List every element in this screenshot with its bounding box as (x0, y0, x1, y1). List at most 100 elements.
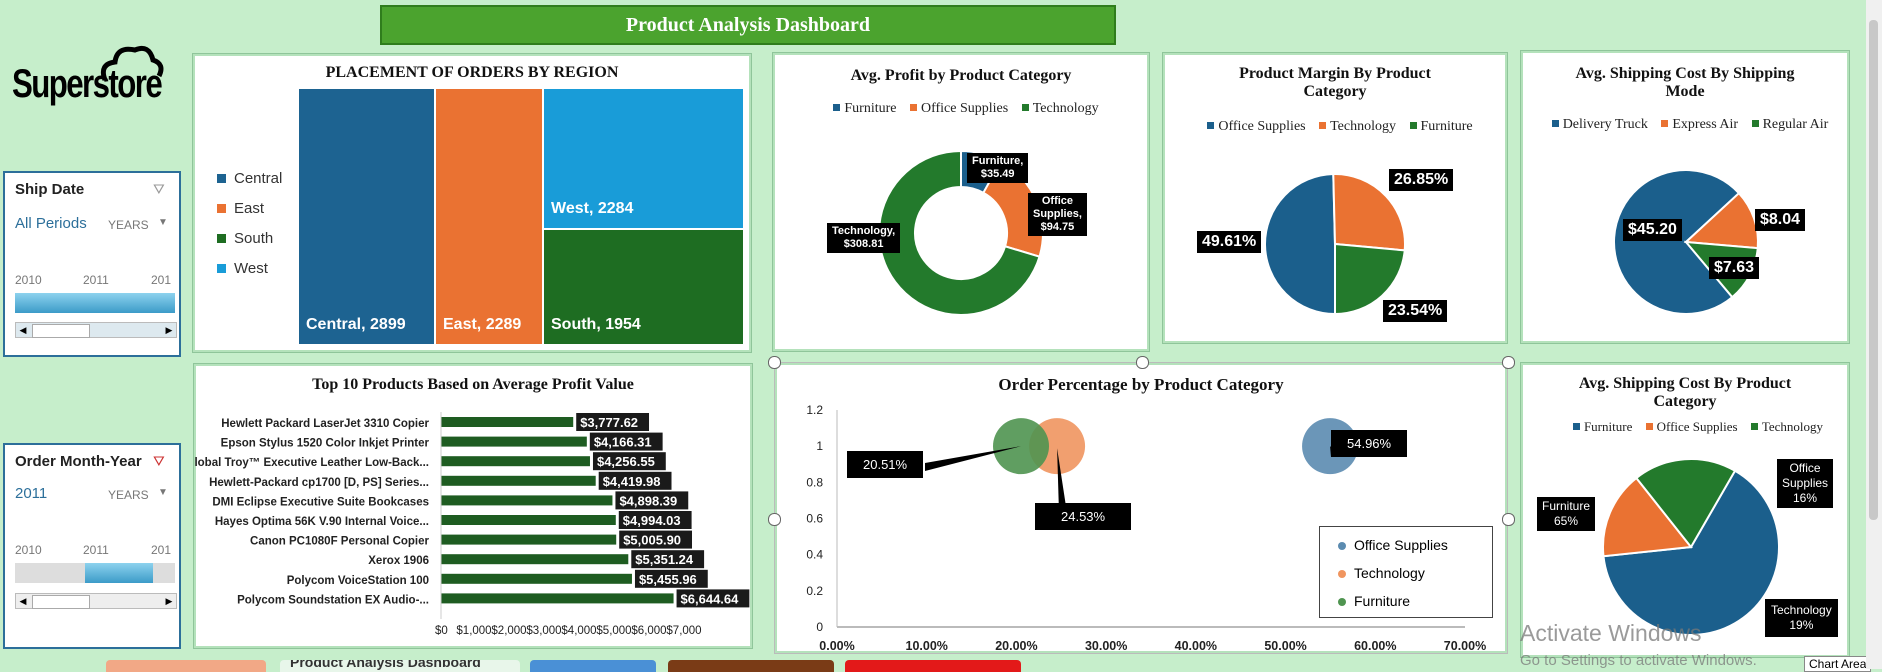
scroll-right-icon[interactable]: ▶ (165, 596, 173, 606)
x-tick-label: $2,000 (491, 625, 526, 637)
time-level-dropdown[interactable]: YEARS (108, 218, 149, 232)
product-margin-pie-chart[interactable]: Product Margin By Product Category Office… (1162, 52, 1508, 344)
resize-handle[interactable] (1502, 356, 1515, 369)
chevron-down-icon[interactable]: ▼ (158, 487, 168, 498)
legend-item: South (217, 224, 282, 254)
pie-slice-office-supplies[interactable] (1602, 476, 1693, 558)
legend-item: Office Supplies (1338, 531, 1492, 559)
timeline-bar[interactable] (15, 563, 175, 583)
category-label: Hayes Optima 56K V.90 Internal Voice... (215, 516, 429, 528)
legend-label: Office Supplies (920, 101, 1009, 116)
scroll-right-icon[interactable]: ▶ (165, 325, 173, 335)
bubble-furniture[interactable] (993, 418, 1050, 475)
pie-slice-delivery-truck[interactable] (1613, 169, 1741, 315)
timeline-scrollbar[interactable]: ◀ ▶ (15, 593, 177, 609)
legend-label: Furniture (844, 101, 897, 116)
data-label: 26.85% (1389, 169, 1454, 191)
activate-windows-subtext: Go to Settings to activate Windows. (1520, 652, 1757, 669)
timeline-scrollbar[interactable]: ◀ ▶ (15, 322, 177, 338)
data-label: $4,994.03 (623, 513, 681, 528)
bar[interactable] (441, 436, 587, 447)
bar[interactable] (441, 573, 632, 584)
y-tick-label: 1.2 (806, 403, 823, 417)
slicer-selection: All Periods (15, 215, 87, 232)
pie-slice-technology[interactable] (1634, 458, 1737, 549)
sheet-tab[interactable] (668, 660, 834, 672)
timeline-selection[interactable] (85, 563, 153, 583)
ship-date-slicer[interactable]: Ship Date ⛛ All Periods YEARS ▼ 2010 201… (3, 171, 181, 357)
pie-slice-office-supplies[interactable] (1264, 172, 1336, 316)
data-label-bg (618, 511, 692, 529)
donut-plot[interactable] (773, 53, 1151, 353)
data-label-bg (615, 491, 689, 510)
data-label-bg (619, 530, 693, 549)
bar-plot[interactable]: Hewlett Packard LaserJet 3310 Copier $3,7… (194, 364, 754, 650)
scroll-thumb[interactable] (1869, 20, 1878, 520)
pie-plot[interactable] (1163, 53, 1509, 345)
category-label: Polycom VoiceStation 100 (287, 575, 429, 587)
tile-label: Central, 2899 (306, 316, 406, 333)
bar[interactable] (441, 495, 613, 506)
scroll-thumb[interactable] (32, 324, 90, 338)
top-products-bar-chart[interactable]: Top 10 Products Based on Average Profit … (193, 363, 753, 649)
chart-title: Order Percentage by Product Category (998, 375, 1284, 394)
scroll-left-icon[interactable]: ◀ (19, 325, 27, 335)
bar[interactable] (441, 534, 617, 545)
category-label: Hewlett-Packard cp1700 [D, PS] Series... (209, 477, 429, 489)
resize-handle[interactable] (1136, 356, 1149, 369)
category-label: Polycom Soundstation EX Audio-... (237, 594, 429, 606)
chevron-down-icon[interactable]: ▼ (158, 217, 168, 228)
pie-slice-furniture[interactable] (1334, 242, 1406, 316)
resize-handle[interactable] (1502, 513, 1515, 526)
treemap-tile-central[interactable] (299, 89, 436, 344)
data-label: 24.53% (1035, 503, 1132, 530)
region-treemap-chart[interactable]: PLACEMENT OF ORDERS BY REGION Central Ea… (192, 53, 752, 353)
legend-label: East (234, 200, 265, 217)
sheet-tab[interactable] (530, 660, 656, 672)
time-level-dropdown[interactable]: YEARS (108, 488, 149, 502)
slicer-selection: 2011 (15, 485, 48, 502)
bar[interactable] (441, 456, 590, 467)
treemap-tile-east[interactable] (436, 89, 544, 344)
pie-slice-technology[interactable] (878, 149, 1041, 316)
cloud-icon (100, 45, 164, 81)
legend-item: West (217, 254, 282, 284)
order-month-year-slicer[interactable]: Order Month-Year ⛛ 2011 YEARS ▼ 2010 201… (3, 443, 181, 649)
data-label: $4,256.55 (597, 454, 655, 469)
vertical-scrollbar[interactable] (1866, 0, 1882, 669)
x-tick-label: 30.00% (1085, 639, 1127, 653)
data-label-bg (676, 589, 750, 608)
data-label: Furniture 65% (1537, 497, 1596, 531)
shipping-mode-pie-chart[interactable]: Avg. Shipping Cost By Shipping Mode Deliv… (1520, 50, 1850, 344)
pie-slice-express-air[interactable] (1683, 191, 1759, 250)
bar[interactable] (441, 417, 574, 427)
chart-legend: Furniture Office Supplies Technology (773, 101, 1149, 117)
timeline-bar[interactable] (15, 293, 175, 313)
treemap-tile-south[interactable] (544, 230, 743, 344)
bar[interactable] (441, 515, 616, 525)
clear-filter-icon[interactable]: ⛛ (153, 181, 165, 197)
bar[interactable] (441, 593, 674, 604)
avg-profit-donut-chart[interactable]: Avg. Profit by Product Category Furnitur… (772, 52, 1150, 352)
legend-label: Technology (1032, 101, 1099, 116)
legend-label: Delivery Truck (1562, 117, 1648, 132)
bar[interactable] (441, 554, 629, 565)
legend-label: Office Supplies (1354, 537, 1448, 553)
data-label: $5,351.24 (635, 552, 694, 567)
pie-plot[interactable] (1521, 363, 1851, 659)
resize-handle[interactable] (768, 356, 781, 369)
clear-filter-icon[interactable]: ⛛ (153, 453, 165, 469)
pie-slice-technology[interactable] (1332, 173, 1406, 252)
sheet-tab[interactable] (106, 660, 266, 672)
pie-slice-furniture[interactable] (1602, 469, 1780, 636)
scroll-left-icon[interactable]: ◀ (19, 596, 27, 606)
sheet-tab[interactable] (845, 660, 1021, 672)
treemap-tile-west[interactable] (544, 89, 743, 230)
sheet-tab-active[interactable]: Product Analysis Dashboard (280, 660, 520, 672)
bar[interactable] (441, 475, 596, 486)
resize-handle[interactable] (768, 513, 781, 526)
scroll-thumb[interactable] (32, 595, 90, 609)
shipping-category-pie-chart[interactable]: Avg. Shipping Cost By Product Category Fu… (1520, 362, 1850, 658)
pie-plot[interactable] (1521, 51, 1851, 345)
order-percentage-bubble-chart[interactable]: Order Percentage by Product Category 1.2… (768, 356, 1515, 654)
